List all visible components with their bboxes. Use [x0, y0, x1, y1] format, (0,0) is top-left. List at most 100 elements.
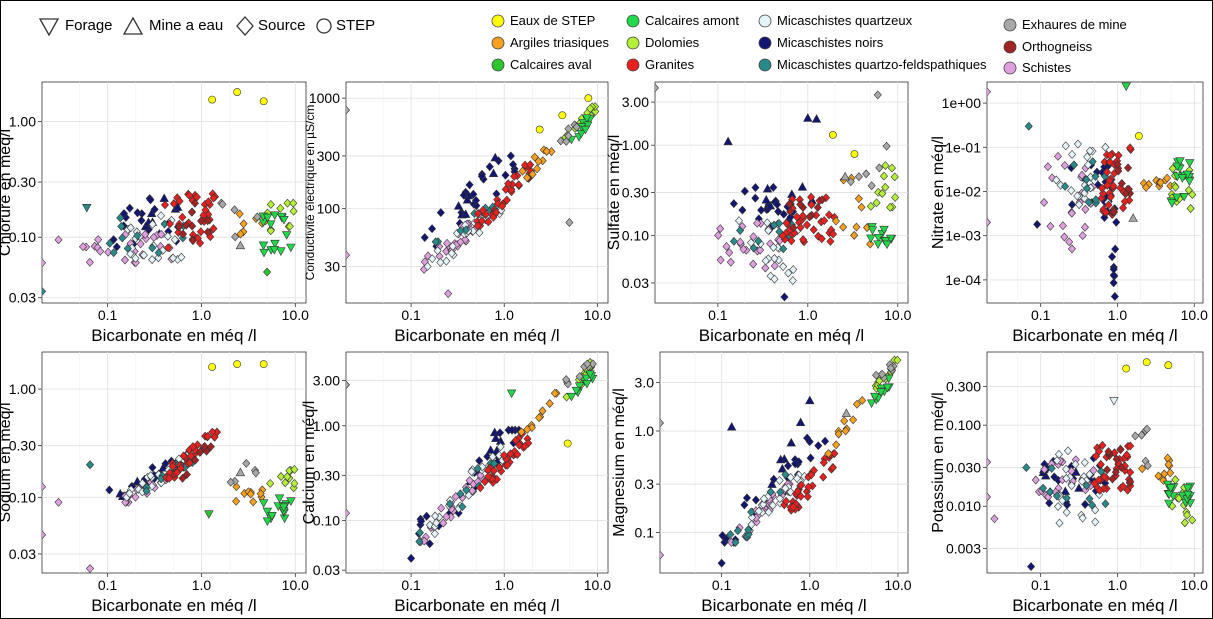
point-micaschistes-noirs: [722, 534, 731, 544]
point-granites: [792, 212, 801, 222]
point-schistes: [131, 492, 140, 502]
point-dolomies: [276, 203, 285, 213]
point-argiles-triasiques: [1163, 173, 1172, 183]
point-schistes: [990, 514, 999, 524]
point-micaschistes-quartzo-feldspathiques: [415, 537, 424, 547]
point-micaschistes-quartzo-feldspathiques: [82, 204, 92, 213]
point-orthogneiss: [203, 216, 212, 226]
point-calcaires-amont: [1172, 162, 1182, 172]
point-granites: [1101, 207, 1110, 217]
point-granites: [169, 199, 178, 209]
data-points: [346, 357, 598, 563]
point-schistes: [104, 247, 113, 257]
legend-step: STEP: [316, 17, 375, 34]
shape-legend: Forage Mine a eau Source STEP: [38, 16, 375, 37]
point-argiles-triasiques: [857, 202, 866, 212]
point-exhaures-de-mine: [840, 171, 850, 181]
grid: [346, 82, 608, 303]
point-calcaires-amont: [1166, 484, 1176, 493]
point-schistes: [42, 258, 47, 268]
point-granites: [803, 492, 812, 502]
point-dolomies: [881, 161, 890, 171]
point-micaschistes-quartzo-feldspathiques: [154, 248, 163, 258]
point-argiles-triasiques: [834, 429, 843, 439]
point-micaschistes-noirs: [436, 208, 445, 218]
point-micaschistes-quartzeux: [148, 219, 157, 229]
point-micaschistes-quartzeux: [447, 248, 456, 258]
point-orthogneiss: [1103, 465, 1112, 475]
grid: [42, 352, 306, 573]
point-dolomies: [1180, 518, 1189, 528]
point-argiles-triasiques: [235, 209, 244, 219]
point-argiles-triasiques: [518, 166, 527, 176]
point-exhaures-de-mine: [564, 131, 573, 141]
point-schistes: [1067, 208, 1076, 218]
point-micaschistes-quartzo-feldspathiques: [473, 464, 482, 474]
point-calcaires-amont: [267, 512, 277, 521]
point-exhaures-de-mine: [655, 83, 660, 93]
y-tick-label: 1.00: [313, 418, 340, 434]
point-micaschistes-quartzeux: [1078, 513, 1087, 523]
point-micaschistes-quartzo-feldspathiques: [148, 243, 157, 253]
point-micaschistes-quartzeux: [431, 511, 440, 521]
point-micaschistes-quartzo-feldspathiques: [42, 286, 47, 296]
grid: [346, 352, 608, 573]
point-argiles-triasiques: [550, 388, 559, 398]
point-micaschistes-quartzeux: [769, 242, 778, 252]
point-micaschistes-quartzo-feldspathiques: [1082, 175, 1091, 185]
point-micaschistes-quartzo-feldspathiques: [744, 529, 753, 539]
y-axis-label: Nitrate en méq/l: [930, 136, 947, 249]
point-micaschistes-quartzeux: [1075, 200, 1084, 210]
legend-label-granites: Granites: [645, 57, 695, 72]
point-argiles-triasiques: [1141, 182, 1150, 192]
point-argiles-triasiques: [523, 425, 532, 434]
legend-item-micaschistes-quartzo-feldspathiques: Micaschistes quartzo-feldspathiques: [758, 57, 987, 72]
y-tick-label: 0.030: [946, 460, 981, 476]
point-micaschistes-quartzeux: [1061, 141, 1070, 151]
point-micaschistes-quartzeux: [1064, 446, 1073, 456]
point-micaschistes-noirs: [767, 479, 777, 488]
point-granites: [178, 212, 187, 222]
point-schistes: [1060, 161, 1069, 170]
point-orthogneiss: [785, 199, 794, 209]
point-micaschistes-quartzeux: [1091, 517, 1100, 527]
point-micaschistes-quartzeux: [488, 452, 497, 462]
point-micaschistes-quartzeux: [764, 507, 773, 517]
point-micaschistes-quartzo-feldspathiques: [1085, 494, 1094, 504]
legend-swatch-orthogneiss: [1003, 40, 1017, 54]
point-orthogneiss: [203, 227, 212, 237]
point-calcaires-amont: [286, 497, 296, 506]
grid: [987, 352, 1203, 573]
point-orthogneiss: [786, 207, 795, 217]
point-micaschistes-noirs: [738, 205, 747, 215]
point-calcaires-amont: [259, 248, 269, 258]
point-granites: [1126, 441, 1135, 451]
point-granites: [477, 216, 486, 226]
point-micaschistes-quartzeux: [1056, 180, 1065, 190]
point-micaschistes-noirs: [140, 221, 151, 231]
point-granites: [1126, 143, 1135, 153]
point-granites: [778, 231, 787, 241]
point-dolomies: [891, 192, 900, 202]
point-calcaires-amont: [276, 247, 286, 256]
point-exhaures-de-mine: [565, 218, 574, 227]
point-micaschistes-noirs: [814, 441, 823, 451]
point-granites: [524, 438, 533, 448]
y-tick-label: 1e+00: [942, 95, 982, 111]
point-schistes: [346, 250, 351, 260]
diamond-icon: [236, 16, 254, 36]
point-dolomies: [893, 355, 902, 365]
point-granites: [484, 217, 493, 227]
point-calcaires-amont: [876, 388, 886, 397]
point-micaschistes-quartzeux: [139, 250, 148, 260]
point-granites: [498, 201, 507, 211]
x-tick-label: 1.0: [1108, 307, 1128, 323]
point-eaux-de-step: [208, 363, 217, 371]
point-argiles-triasiques: [523, 173, 532, 183]
point-micaschistes-noirs: [1074, 483, 1084, 492]
point-argiles-triasiques: [866, 239, 875, 249]
point-micaschistes-noirs: [508, 425, 517, 435]
point-schistes: [1065, 237, 1074, 247]
y-axis-label: Potassium en méq/l: [930, 392, 947, 533]
